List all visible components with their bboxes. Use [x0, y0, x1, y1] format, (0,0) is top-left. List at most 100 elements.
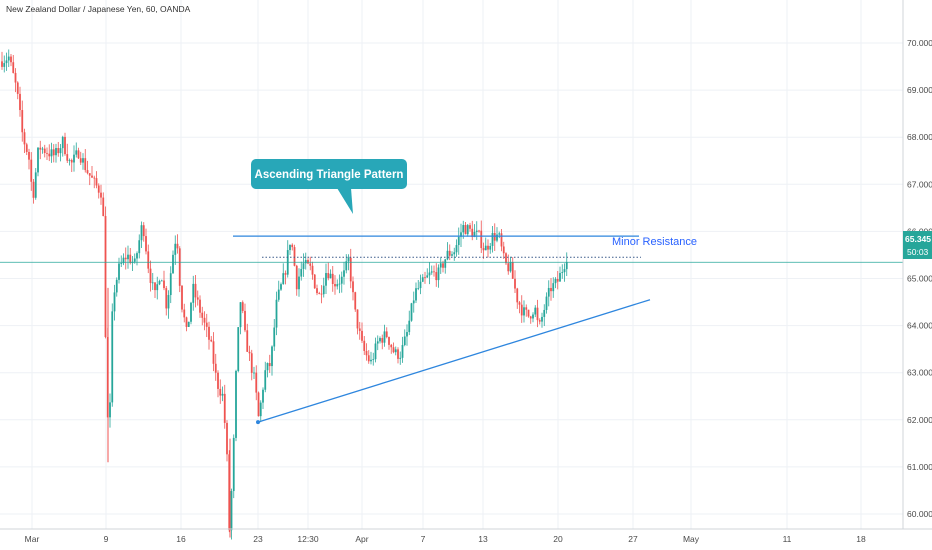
time-tick-label: 18	[856, 534, 866, 544]
candle-body	[541, 316, 543, 322]
candle-body	[70, 160, 73, 163]
candle-body	[475, 230, 478, 232]
support-trendline[interactable]	[257, 299, 651, 423]
candle-body	[349, 257, 352, 282]
price-tick-label: 65.000	[907, 274, 932, 284]
candle-body	[7, 56, 10, 61]
candle-body	[379, 338, 381, 342]
candle-body	[309, 263, 312, 266]
candles	[1, 49, 568, 540]
candle-body	[221, 393, 224, 396]
candle-body	[280, 284, 282, 290]
candle-body	[478, 230, 480, 232]
candle-body	[365, 350, 368, 356]
candle-body	[55, 148, 57, 156]
candle-body	[192, 283, 195, 303]
candle-body	[302, 263, 305, 269]
candle-body	[39, 147, 42, 150]
candle-body	[529, 316, 532, 319]
candle-body	[304, 260, 307, 264]
candle-body	[300, 268, 303, 277]
bar-countdown: 50:03	[907, 247, 929, 257]
candle-body	[543, 309, 546, 317]
candle-body	[489, 245, 492, 250]
candle-body	[390, 344, 393, 348]
candle-body	[446, 250, 449, 260]
candle-body	[534, 307, 537, 315]
candle-body	[244, 310, 246, 331]
candle-body	[318, 293, 321, 294]
candle-body	[61, 136, 64, 149]
candle-body	[514, 278, 516, 289]
candle-body	[331, 273, 334, 284]
candle-body	[163, 280, 165, 289]
candle-body	[75, 150, 78, 155]
candle-body	[203, 317, 206, 323]
candle-body	[64, 136, 66, 155]
candle-body	[532, 314, 534, 319]
candle-body	[424, 277, 426, 279]
candle-body	[16, 82, 19, 94]
candle-body	[451, 254, 453, 256]
candle-body	[356, 309, 359, 329]
candle-body	[57, 148, 60, 154]
candle-body	[291, 244, 294, 248]
candle-body	[338, 283, 341, 285]
candle-body	[545, 296, 548, 310]
candle-body	[322, 285, 325, 295]
candle-body	[253, 372, 255, 374]
candle-body	[473, 231, 476, 238]
candle-body	[214, 363, 217, 373]
time-tick-label: 7	[421, 534, 426, 544]
candle-body	[43, 148, 46, 154]
candle-body	[399, 357, 402, 359]
candle-body	[169, 273, 172, 296]
candle-body	[426, 275, 429, 278]
candle-body	[120, 263, 123, 264]
candle-body	[10, 56, 12, 63]
candle-body	[471, 228, 474, 238]
candle-body	[320, 293, 323, 295]
candle-body	[266, 363, 269, 371]
candle-body	[347, 257, 350, 262]
candle-body	[462, 225, 465, 233]
candle-body	[289, 244, 291, 251]
candle-body	[435, 272, 438, 281]
candle-body	[1, 61, 3, 67]
candle-body	[469, 225, 471, 229]
candle-body	[496, 234, 498, 241]
candle-body	[448, 250, 451, 256]
candle-body	[158, 281, 161, 285]
candle-body	[230, 491, 233, 531]
candle-body	[46, 153, 48, 154]
candle-body	[500, 233, 503, 247]
candle-body	[201, 312, 204, 318]
triangle-callout[interactable]: Ascending Triangle Pattern	[251, 159, 407, 214]
candle-body	[95, 178, 98, 186]
candle-body	[525, 307, 528, 310]
candle-body	[277, 289, 280, 300]
candle-body	[518, 302, 521, 305]
candle-body	[255, 372, 258, 393]
candle-body	[124, 257, 127, 260]
time-axis[interactable]: Mar 9 16 23 12:30 Apr 7 13 20 27 May 11 18	[25, 534, 866, 544]
candle-body	[41, 148, 44, 150]
candle-body	[93, 177, 96, 179]
candle-body	[493, 232, 496, 241]
candle-body	[336, 284, 339, 287]
candle-body	[487, 245, 489, 250]
candle-body	[444, 259, 447, 268]
candle-body	[466, 225, 469, 235]
candle-body	[183, 309, 186, 318]
candle-body	[498, 233, 501, 235]
candle-body	[433, 271, 435, 273]
candle-body	[48, 153, 51, 157]
candle-body	[455, 245, 458, 253]
candle-body	[358, 328, 361, 331]
trendline-anchor[interactable]	[256, 420, 260, 425]
candle-body	[246, 330, 249, 352]
price-tick-label: 62.000	[907, 415, 932, 425]
candle-body	[190, 302, 192, 322]
candle-body	[437, 267, 440, 281]
